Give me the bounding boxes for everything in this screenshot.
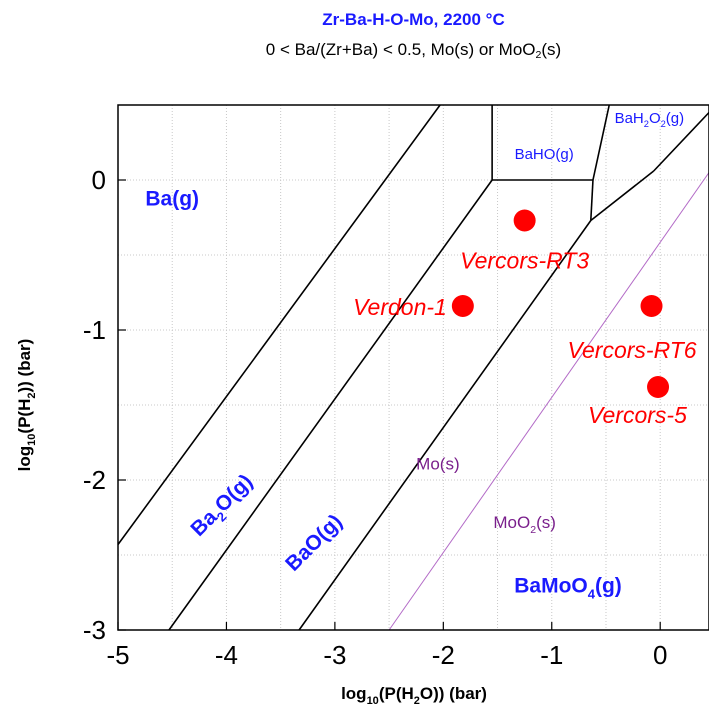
- subtitle-sub: 2: [535, 49, 542, 62]
- data-point-label: Vercors-5: [588, 402, 687, 428]
- boundary-line: [298, 220, 592, 631]
- mo-moo2-line: [388, 172, 709, 631]
- boundary-line: [590, 170, 655, 222]
- boundary-line: [592, 104, 611, 181]
- x-axis-ticks: -5 -4 -3 -2 -1 0: [106, 622, 667, 670]
- y-tick-label: -3: [83, 615, 106, 645]
- x-tick-label: 0: [653, 640, 667, 670]
- data-point-label: Verdon-1: [353, 294, 447, 320]
- x-tick-label: -1: [540, 640, 563, 670]
- plot-frame: [117, 104, 709, 631]
- chart-subtitle: 0 < Ba/(Zr+Ba) < 0.5, Mo(s) or MoO2(s): [118, 40, 709, 61]
- region-label: Ba(g): [145, 188, 199, 211]
- x-axis-label: log10(P(H2O)) (bar): [341, 684, 487, 707]
- data-point-label: Vercors-RT6: [568, 337, 697, 363]
- y-tick-label: -2: [83, 465, 106, 495]
- data-point-label: Vercors-RT3: [460, 248, 589, 274]
- y-tick-label: 0: [92, 165, 106, 195]
- region-label: BaMoO4(g): [514, 575, 622, 602]
- boundary-line: [117, 104, 441, 545]
- region-label: BaHO(g): [515, 146, 574, 163]
- boundary-line: [168, 179, 493, 631]
- phase-label: Mo(s): [416, 455, 459, 474]
- phase-boundaries: [117, 104, 709, 631]
- region-label: BaH2O2(g): [615, 110, 685, 129]
- phase-labels: Mo(s) MoO2(s): [416, 455, 556, 536]
- y-tick-label: -1: [83, 315, 106, 345]
- subtitle-pre: 0 < Ba/(Zr+Ba) < 0.5, Mo(s) or MoO: [265, 40, 536, 59]
- boundary-line: [590, 179, 594, 221]
- mo-moo2-boundary: [388, 172, 709, 631]
- x-tick-label: -3: [323, 640, 346, 670]
- data-point: [647, 376, 670, 398]
- x-tick-label: -4: [215, 640, 238, 670]
- y-axis-ticks: -3 -2 -1 0: [83, 165, 126, 645]
- x-tick-label: -2: [432, 640, 455, 670]
- phase-label: MoO2(s): [493, 513, 556, 536]
- y-axis-label: log10(P(H2)) (bar): [15, 339, 38, 472]
- data-point: [513, 209, 536, 232]
- subtitle-post: (s): [541, 40, 562, 59]
- data-point: [640, 295, 663, 317]
- region-label: BaO(g): [281, 510, 347, 576]
- boundary-line: [653, 111, 709, 172]
- chart-title: Zr-Ba-H-O-Mo, 2200 °C: [322, 10, 505, 29]
- grid: [117, 104, 709, 631]
- x-tick-label: -5: [106, 640, 129, 670]
- data-points: Vercors-RT3 Verdon-1 Vercors-RT6 Vercors-5: [353, 209, 697, 428]
- data-point: [451, 295, 474, 317]
- region-label: Ba2O(g): [186, 470, 260, 544]
